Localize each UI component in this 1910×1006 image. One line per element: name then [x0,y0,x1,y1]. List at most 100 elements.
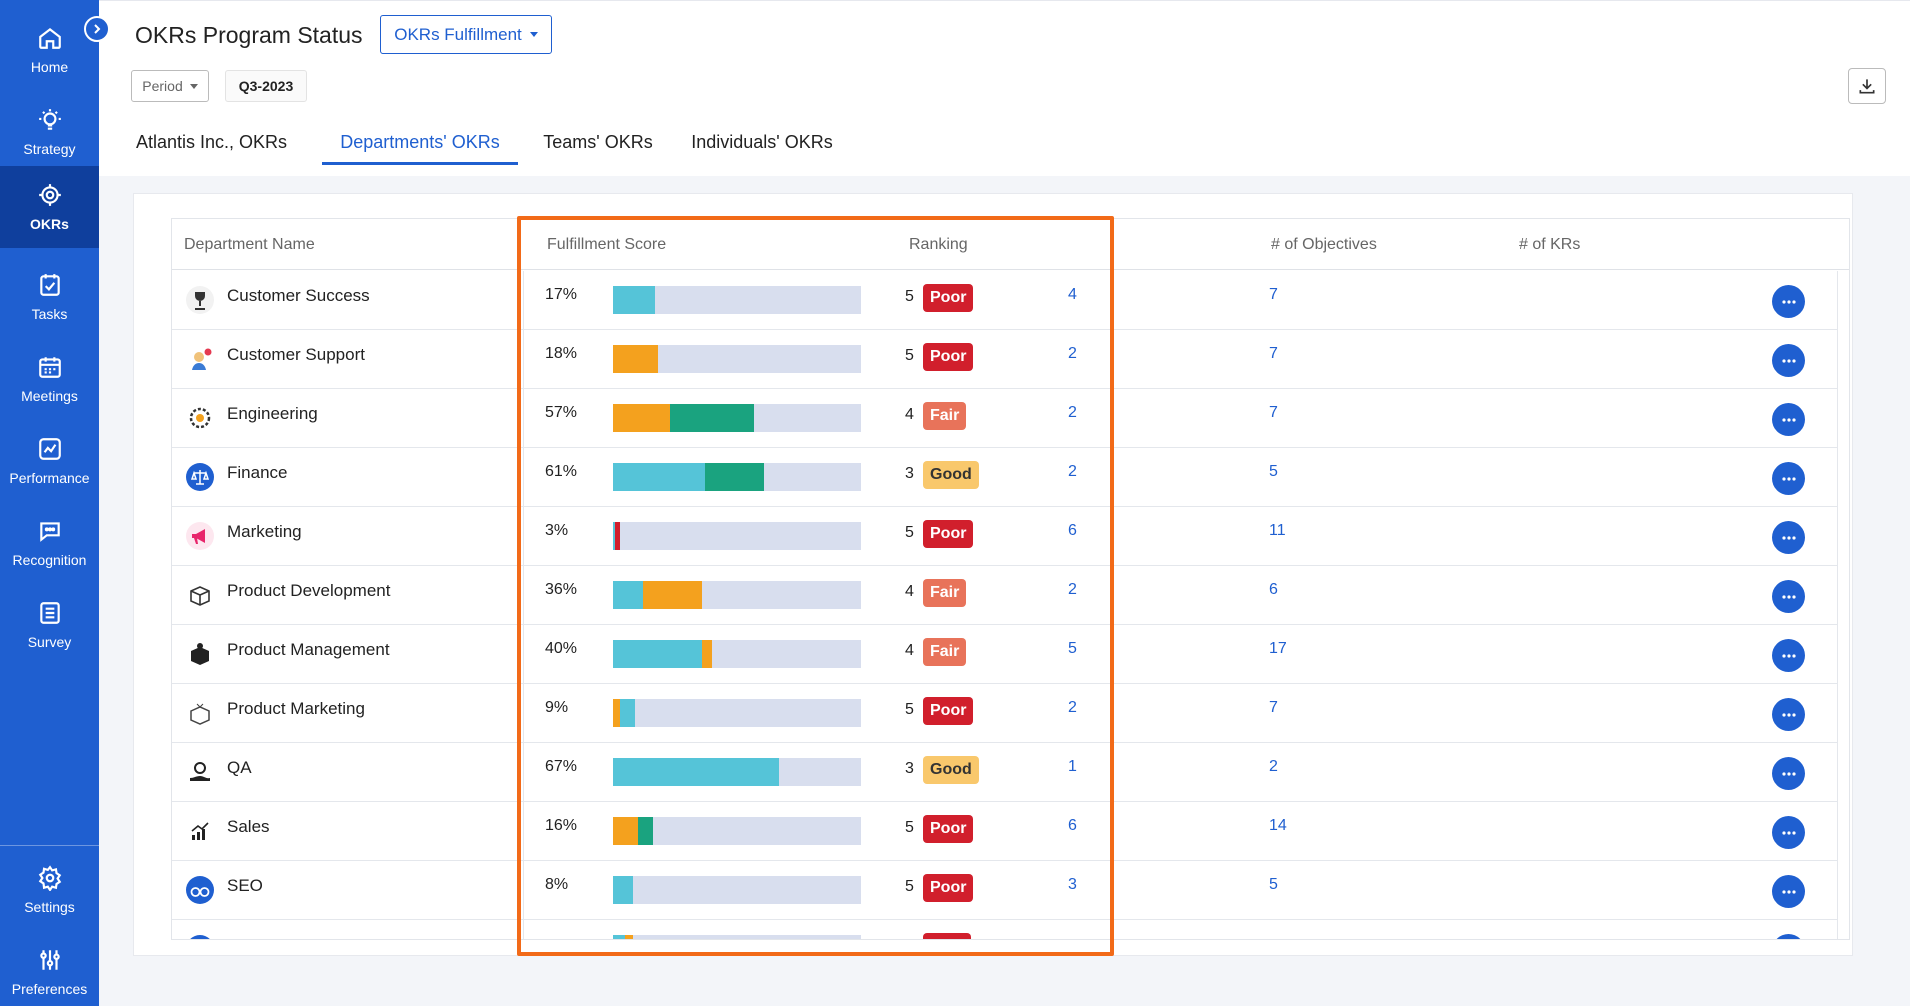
table-row[interactable]: Product Marketing 9% 5 Poor 2 7 [172,684,1838,743]
rank-badge: Poor [923,815,974,843]
fulfillment-bar-segment [704,463,765,491]
row-actions-button[interactable] [1772,403,1805,436]
department-name[interactable]: Customer Support [227,345,365,364]
rank-number: 4 [905,642,914,659]
nav-performance[interactable]: Performance [0,420,99,502]
tab-departments-okrs[interactable]: Departments' OKRs [322,125,518,165]
rank-badge: Poor [923,520,974,548]
row-actions-button[interactable] [1772,521,1805,554]
nav-recognition[interactable]: Recognition [0,502,99,584]
objectives-count-link[interactable]: 3 [1068,876,1077,893]
objectives-count-link[interactable]: 2 [1068,581,1077,598]
nav-meetings[interactable]: Meetings [0,338,99,420]
nav-tasks[interactable]: Tasks [0,256,99,338]
krs-count-link[interactable]: 14 [1269,817,1287,834]
krs-count-link[interactable]: 6 [1269,581,1278,598]
objectives-count-link[interactable]: 6 [1068,817,1077,834]
nav-okrs[interactable]: OKRs [0,166,99,248]
krs-count-link[interactable]: 5 [1269,876,1278,893]
rank-badge: Poor [923,697,974,725]
nav-survey[interactable]: Survey [0,584,99,666]
table-row[interactable]: QA 67% 3 Good 1 2 [172,743,1838,802]
tab-atlantis-okrs[interactable]: Atlantis Inc., OKRs [135,132,288,152]
sliders-icon [39,950,60,970]
table-row[interactable]: Engineering 57% 4 Fair 2 7 [172,389,1838,448]
rank-number: 5 [905,524,914,541]
department-name[interactable]: Customer Success [227,286,370,305]
table-row[interactable] [172,920,1838,939]
col-department-name[interactable]: Department Name [184,236,315,253]
department-name[interactable]: QA [227,758,252,777]
table-row[interactable]: Product Development 36% 4 Fair 2 6 [172,566,1838,625]
col-ranking[interactable]: Ranking [909,236,968,253]
department-name[interactable]: Product Development [227,581,391,600]
krs-count-link[interactable]: 5 [1269,463,1278,480]
row-actions-button[interactable] [1772,285,1805,318]
download-button[interactable] [1848,68,1886,104]
row-actions-button[interactable] [1772,462,1805,495]
krs-count-link[interactable]: 7 [1269,345,1278,362]
table-row[interactable]: Sales 16% 5 Poor 6 14 [172,802,1838,861]
period-dropdown[interactable]: Period [131,70,209,102]
chevron-right-icon [94,24,101,34]
tab-teams-okrs[interactable]: Teams' OKRs [543,132,653,152]
col-objectives[interactable]: # of Objectives [1271,236,1377,253]
gear-icon [38,865,61,891]
binoculars-icon [184,874,216,906]
objectives-count-link[interactable]: 2 [1068,345,1077,362]
krs-count-link[interactable]: 17 [1269,640,1287,657]
nav-settings[interactable]: Settings [0,849,99,931]
department-name[interactable]: Product Management [227,640,390,659]
krs-count-link[interactable]: 2 [1269,758,1278,775]
objectives-count-link[interactable]: 2 [1068,463,1077,480]
row-actions-button[interactable] [1772,344,1805,377]
fulfillment-percent: 16% [545,817,578,834]
objectives-count-link[interactable]: 1 [1068,758,1077,775]
table-row[interactable]: Customer Support 18% 5 Poor 2 7 [172,330,1838,389]
period-value[interactable]: Q3-2023 [225,70,307,102]
department-name[interactable]: Engineering [227,404,318,423]
department-name[interactable]: Product Marketing [227,699,365,718]
table-row[interactable]: SEO 8% 5 Poor 3 5 [172,861,1838,920]
chart-icon [38,438,61,460]
nav-strategy[interactable]: Strategy [0,91,99,173]
table-body: Customer Success 17% 5 Poor 4 7 Customer Suppo… [172,271,1838,939]
list-icon [39,602,60,624]
objectives-count-link[interactable]: 2 [1068,404,1077,421]
tab-individuals-okrs[interactable]: Individuals' OKRs [691,132,833,152]
row-actions-button[interactable] [1772,934,1805,939]
krs-count-link[interactable]: 7 [1269,286,1278,303]
table-row[interactable]: Marketing 3% 5 Poor 6 11 [172,507,1838,566]
fulfillment-bar-segment [670,404,755,432]
fulfillment-bar [613,935,861,939]
rank-number: 5 [905,347,914,364]
objectives-count-link[interactable]: 2 [1068,699,1077,716]
department-name[interactable]: Finance [227,463,288,482]
objectives-count-link[interactable]: 4 [1068,286,1077,303]
table-row[interactable]: Product Management 40% 4 Fair 5 17 [172,625,1838,684]
col-krs[interactable]: # of KRs [1519,236,1581,253]
department-name[interactable]: Marketing [227,522,302,541]
nav-home[interactable]: Home [0,9,99,91]
col-fulfillment-score[interactable]: Fulfillment Score [547,236,667,253]
row-actions-button[interactable] [1772,698,1805,731]
krs-count-link[interactable]: 7 [1269,699,1278,716]
row-actions-button[interactable] [1772,875,1805,908]
row-actions-button[interactable] [1772,816,1805,849]
department-name[interactable]: SEO [227,876,263,895]
view-dropdown[interactable]: OKRs Fulfillment [380,15,552,54]
department-name[interactable]: Sales [227,817,270,836]
row-actions-button[interactable] [1772,580,1805,613]
objectives-count-link[interactable]: 5 [1068,640,1077,657]
nav-preferences[interactable]: Preferences [0,931,99,1006]
sidebar-divider [0,845,99,846]
row-actions-button[interactable] [1772,639,1805,672]
expand-sidebar-button[interactable] [84,16,110,42]
table-row[interactable]: Customer Success 17% 5 Poor 4 7 [172,271,1838,330]
objectives-count-link[interactable]: 6 [1068,522,1077,539]
table-row[interactable]: Finance 61% 3 Good 2 5 [172,448,1838,507]
row-actions-button[interactable] [1772,757,1805,790]
krs-count-link[interactable]: 11 [1269,522,1286,539]
fulfillment-percent: 9% [545,699,569,716]
krs-count-link[interactable]: 7 [1269,404,1278,421]
